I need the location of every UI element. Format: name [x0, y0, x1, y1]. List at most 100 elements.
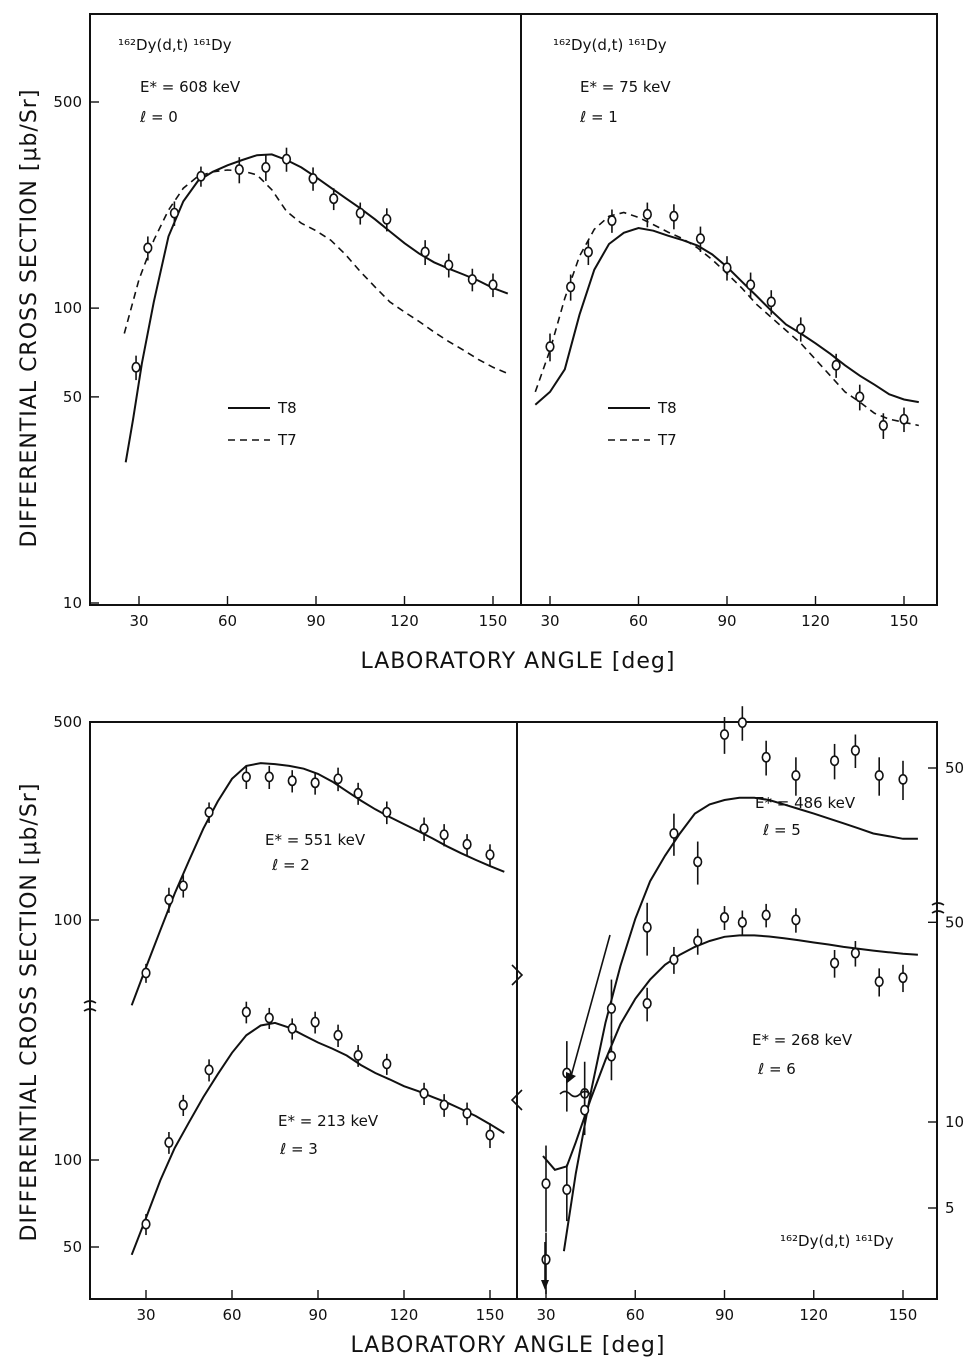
- panel-c-top-data-point: [485, 849, 495, 861]
- panel-a-data-point: [131, 361, 141, 373]
- panel-b-solid-curve: [534, 226, 919, 406]
- panel-d-bottom-data-point: [693, 935, 703, 947]
- panel-c-bottom-data-point: [439, 1099, 449, 1111]
- panel-c-top-data-point: [164, 894, 174, 906]
- upper-y-axis-title: DIFFERENTIAL CROSS SECTION [μb/Sr]: [17, 89, 42, 548]
- panel-a-y-tick-label: 50: [63, 388, 82, 406]
- panel-b-data-point: [545, 341, 555, 353]
- panel-c-top-y-tick-label: 500: [53, 713, 82, 731]
- panel-c-bottom-data-point: [178, 1099, 188, 1111]
- panel-c-top-data-point: [353, 787, 363, 799]
- panel-d-bottom-data-point: [829, 957, 840, 969]
- panel-a: [123, 147, 509, 463]
- panel-c-bottom-data-point: [353, 1050, 363, 1061]
- lower-y-axis-title: DIFFERENTIAL CROSS SECTION [μb/Sr]: [17, 783, 42, 1242]
- panel-b-data-point: [607, 215, 617, 227]
- panel-c-top-data-point: [141, 967, 151, 979]
- panel-b-data-point: [583, 246, 593, 258]
- panel-d-bottom-data-point: [541, 1254, 551, 1265]
- panel-c-bottom-data-point: [419, 1087, 429, 1099]
- panel-d-bottom-data-point: [898, 972, 908, 984]
- panel-a-y-tick-label: 500: [53, 93, 82, 111]
- panel-a-y-tick-label: 100: [53, 299, 82, 317]
- panel-c-bottom-data-point: [241, 1006, 251, 1018]
- panel-a-legend-dashed-label: T7: [277, 431, 297, 449]
- panel-d-top-data-point: [791, 770, 801, 781]
- panel-d-top-data-point: [761, 751, 771, 763]
- panel-b-data-point: [878, 420, 888, 431]
- panel-b-legend-solid-label: T8: [657, 399, 677, 417]
- panel-b: [534, 202, 919, 439]
- panel-d-bottom-data-point: [761, 909, 771, 921]
- panel-b-data-point: [766, 296, 776, 308]
- panel-d-bottom-data-point: [642, 998, 652, 1009]
- panel-b-x-tick-label: 150: [890, 612, 919, 630]
- panel-c-l-bottom: ℓ = 3: [279, 1140, 318, 1158]
- panel-b-data-point: [669, 210, 679, 222]
- panel-c-top-data-point: [419, 823, 429, 835]
- panel-c-bottom-data-point: [462, 1107, 472, 1119]
- panel-c-top-data-point: [178, 880, 188, 892]
- lower-frame: [89, 721, 938, 1300]
- panel-a-data-point: [355, 207, 365, 219]
- panel-b-data-point: [899, 413, 909, 425]
- panel-b-reaction: ¹⁶²Dy(d,t) ¹⁶¹Dy: [553, 36, 667, 54]
- upper-x-axis-title: LABORATORY ANGLE [deg]: [361, 649, 676, 674]
- panel-c-top-data-point: [382, 806, 392, 818]
- panel-a-data-point: [196, 170, 206, 182]
- panel-d-l-top: ℓ = 5: [762, 821, 801, 839]
- panel-d-x-tick-label: 90: [715, 1306, 734, 1324]
- panel-c-top-y-tick-label: 100: [53, 911, 82, 929]
- panel-d-right-axis-break: [931, 902, 945, 914]
- panel-d-bottom-data-point: [606, 1050, 617, 1062]
- panel-d-reaction: ¹⁶²Dy(d,t) ¹⁶¹Dy: [780, 1232, 894, 1250]
- panel-c-x-tick-label: 30: [136, 1306, 155, 1324]
- panel-d-top-data-point: [874, 770, 884, 781]
- panel-d-x-tick-label: 30: [536, 1306, 555, 1324]
- panel-c-bottom-data-point: [333, 1029, 343, 1041]
- panel-d-top-data-point: [719, 729, 730, 740]
- panel-d-l-bottom: ℓ = 6: [757, 1060, 796, 1078]
- panel-c-bottom-data-point: [264, 1012, 274, 1024]
- panel-c-top-data-point: [462, 838, 472, 850]
- panel-d-energy-top: E* = 486 keV: [755, 794, 856, 812]
- panel-d-top-data-point: [829, 755, 840, 767]
- panel-b-legend-dashed-label: T7: [657, 431, 677, 449]
- panel-d-top-data-point: [606, 1003, 617, 1014]
- panel-b-x-tick-label: 120: [801, 612, 830, 630]
- panel-a-data-point: [261, 162, 271, 173]
- panel-a-x-tick-label: 30: [129, 612, 148, 630]
- panel-b-data-point: [566, 281, 576, 293]
- panel-c-bottom-y-tick-label: 100: [53, 1151, 82, 1169]
- panel-d-bottom-y-tick-label: 10: [945, 1113, 964, 1131]
- panel-b-x-tick-label: 30: [540, 612, 559, 630]
- panel-b-data-point: [831, 359, 841, 371]
- panel-b-energy: E* = 75 keV: [580, 78, 671, 96]
- panel-c-top-data-point: [333, 773, 343, 785]
- panel-c-top-solid-curve: [130, 762, 505, 1006]
- panel-b-x-tick-label: 60: [629, 612, 648, 630]
- panel-d: [541, 706, 918, 1294]
- panel-a-data-point: [382, 213, 392, 225]
- panel-d-x-tick-label: 120: [799, 1306, 828, 1324]
- panel-d-arrow-b: [541, 1242, 549, 1290]
- panel-c-bottom-data-point: [382, 1058, 392, 1070]
- panel-b-data-point: [855, 391, 865, 403]
- panel-d-top-data-point: [642, 921, 652, 933]
- panel-d-top-data-point: [737, 717, 747, 729]
- panel-a-data-point: [143, 242, 153, 254]
- panel-c-x-tick-label: 120: [390, 1306, 419, 1324]
- panel-c-bottom-data-point: [485, 1129, 495, 1141]
- panel-d-top-data-point: [850, 745, 861, 756]
- panel-a-data-point: [488, 279, 498, 291]
- panel-d-bottom-solid-curve: [542, 934, 918, 1171]
- panel-b-data-point: [695, 233, 706, 245]
- axis-ticks: 30 60 90 120 150 30 60 90 120 150 30 60 90 120 150 30 60…: [53, 93, 964, 1324]
- panel-a-dashed-curve: [123, 169, 509, 375]
- panel-c-energy-top: E* = 551 keV: [265, 831, 366, 849]
- panel-a-x-tick-label: 90: [306, 612, 325, 630]
- panel-a-data-point: [308, 173, 318, 184]
- panel-c-bottom-data-point: [204, 1064, 214, 1076]
- panel-c-top-data-point: [439, 829, 449, 841]
